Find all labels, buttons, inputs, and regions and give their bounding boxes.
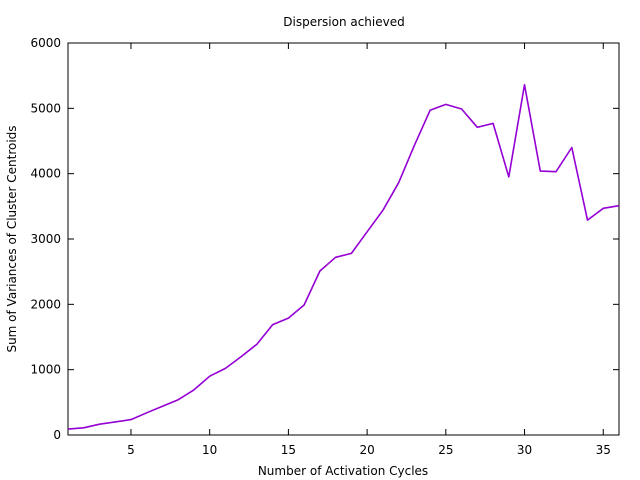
y-tick-label: 3000 — [30, 232, 61, 246]
x-tick-label: 30 — [517, 443, 532, 457]
y-tick-label: 5000 — [30, 101, 61, 115]
x-tick-label: 35 — [596, 443, 611, 457]
chart-title: Dispersion achieved — [283, 15, 404, 29]
y-tick-label: 1000 — [30, 363, 61, 377]
y-axis-label: Sum of Variances of Cluster Centroids — [5, 125, 19, 352]
y-tick-label: 4000 — [30, 167, 61, 181]
x-tick-label: 5 — [127, 443, 135, 457]
y-tick-label: 6000 — [30, 36, 61, 50]
x-tick-label: 25 — [438, 443, 453, 457]
y-tick-label: 2000 — [30, 297, 61, 311]
x-tick-label: 15 — [281, 443, 296, 457]
x-tick-label: 20 — [359, 443, 374, 457]
series-line — [67, 84, 620, 430]
y-axis-ticks: 0 1000 2000 3000 4000 5000 6000 — [30, 36, 619, 442]
x-tick-label: 10 — [202, 443, 217, 457]
y-tick-label: 0 — [53, 428, 61, 442]
plot-frame — [67, 42, 620, 436]
x-axis-label: Number of Activation Cycles — [258, 464, 428, 478]
x-axis-ticks: 5 10 15 20 25 30 35 — [127, 43, 611, 457]
